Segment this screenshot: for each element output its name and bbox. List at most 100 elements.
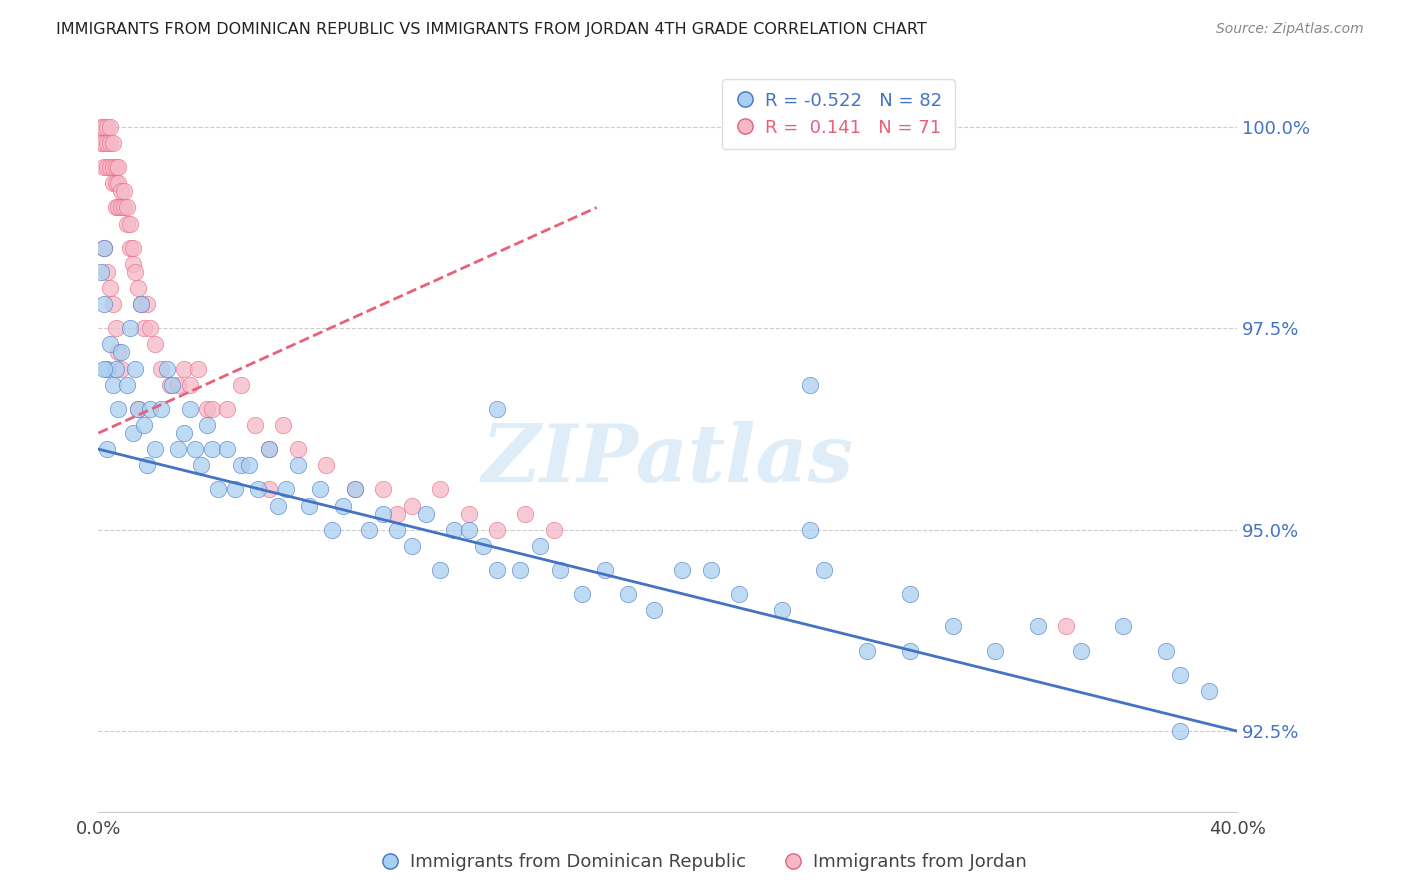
Point bbox=[201, 442, 224, 457]
Point bbox=[184, 442, 207, 457]
Point bbox=[267, 499, 290, 513]
Point bbox=[1056, 619, 1078, 633]
Point bbox=[1198, 684, 1220, 698]
Point bbox=[457, 507, 479, 521]
Point bbox=[224, 483, 246, 497]
Point bbox=[298, 499, 321, 513]
Point bbox=[229, 377, 252, 392]
Point bbox=[770, 603, 793, 617]
Point bbox=[93, 160, 115, 174]
Point bbox=[98, 120, 121, 134]
Point bbox=[259, 442, 281, 457]
Point bbox=[127, 281, 149, 295]
Point bbox=[238, 458, 260, 473]
Point bbox=[162, 377, 184, 392]
Point bbox=[617, 587, 640, 601]
Point bbox=[167, 377, 190, 392]
Point bbox=[121, 257, 143, 271]
Point bbox=[571, 587, 593, 601]
Point bbox=[101, 377, 124, 392]
Point bbox=[443, 523, 465, 537]
Legend: Immigrants from Dominican Republic, Immigrants from Jordan: Immigrants from Dominican Republic, Immi… bbox=[373, 847, 1033, 879]
Point bbox=[243, 417, 266, 432]
Point bbox=[98, 160, 121, 174]
Point bbox=[107, 176, 129, 190]
Point bbox=[96, 160, 118, 174]
Point bbox=[179, 401, 201, 416]
Point bbox=[101, 136, 124, 150]
Point bbox=[101, 176, 124, 190]
Point bbox=[429, 563, 451, 577]
Point bbox=[486, 523, 509, 537]
Point bbox=[115, 201, 138, 215]
Point bbox=[898, 643, 921, 657]
Point bbox=[96, 265, 118, 279]
Point bbox=[215, 442, 238, 457]
Point bbox=[486, 401, 509, 416]
Point bbox=[107, 401, 129, 416]
Point bbox=[343, 483, 366, 497]
Point bbox=[387, 507, 409, 521]
Point bbox=[107, 345, 129, 359]
Point bbox=[90, 265, 112, 279]
Point bbox=[121, 425, 143, 440]
Legend: R = -0.522   N = 82, R =  0.141   N = 71: R = -0.522 N = 82, R = 0.141 N = 71 bbox=[721, 79, 955, 149]
Point bbox=[529, 539, 551, 553]
Point bbox=[543, 523, 565, 537]
Point bbox=[118, 241, 141, 255]
Point bbox=[90, 120, 112, 134]
Point bbox=[276, 483, 298, 497]
Point bbox=[548, 563, 571, 577]
Point bbox=[1170, 724, 1192, 739]
Point bbox=[107, 160, 129, 174]
Point bbox=[321, 523, 343, 537]
Text: ZIPatlas: ZIPatlas bbox=[482, 421, 853, 499]
Point bbox=[643, 603, 665, 617]
Point bbox=[156, 361, 179, 376]
Point bbox=[145, 442, 167, 457]
Text: IMMIGRANTS FROM DOMINICAN REPUBLIC VS IMMIGRANTS FROM JORDAN 4TH GRADE CORRELATI: IMMIGRANTS FROM DOMINICAN REPUBLIC VS IM… bbox=[56, 22, 927, 37]
Point bbox=[1026, 619, 1049, 633]
Point bbox=[167, 442, 190, 457]
Point bbox=[104, 321, 127, 335]
Point bbox=[699, 563, 721, 577]
Point bbox=[138, 401, 160, 416]
Point bbox=[1070, 643, 1092, 657]
Point bbox=[259, 442, 281, 457]
Point bbox=[127, 401, 149, 416]
Point bbox=[104, 160, 127, 174]
Point bbox=[373, 507, 395, 521]
Point bbox=[1170, 667, 1192, 681]
Point bbox=[138, 321, 160, 335]
Point bbox=[110, 185, 132, 199]
Point bbox=[984, 643, 1007, 657]
Point bbox=[104, 201, 127, 215]
Point bbox=[287, 458, 309, 473]
Point bbox=[856, 643, 879, 657]
Point bbox=[96, 136, 118, 150]
Point bbox=[671, 563, 693, 577]
Point bbox=[728, 587, 751, 601]
Point bbox=[150, 361, 173, 376]
Point bbox=[135, 458, 157, 473]
Point bbox=[215, 401, 238, 416]
Point bbox=[593, 563, 616, 577]
Point bbox=[115, 377, 138, 392]
Point bbox=[429, 483, 451, 497]
Point bbox=[135, 297, 157, 311]
Point bbox=[1154, 643, 1177, 657]
Point bbox=[799, 377, 821, 392]
Point bbox=[259, 483, 281, 497]
Point bbox=[357, 523, 380, 537]
Point bbox=[173, 425, 195, 440]
Point bbox=[150, 401, 173, 416]
Point bbox=[101, 297, 124, 311]
Point bbox=[343, 483, 366, 497]
Point bbox=[93, 136, 115, 150]
Point bbox=[96, 442, 118, 457]
Point bbox=[401, 499, 423, 513]
Point bbox=[173, 361, 195, 376]
Point bbox=[93, 241, 115, 255]
Point bbox=[98, 136, 121, 150]
Point bbox=[813, 563, 835, 577]
